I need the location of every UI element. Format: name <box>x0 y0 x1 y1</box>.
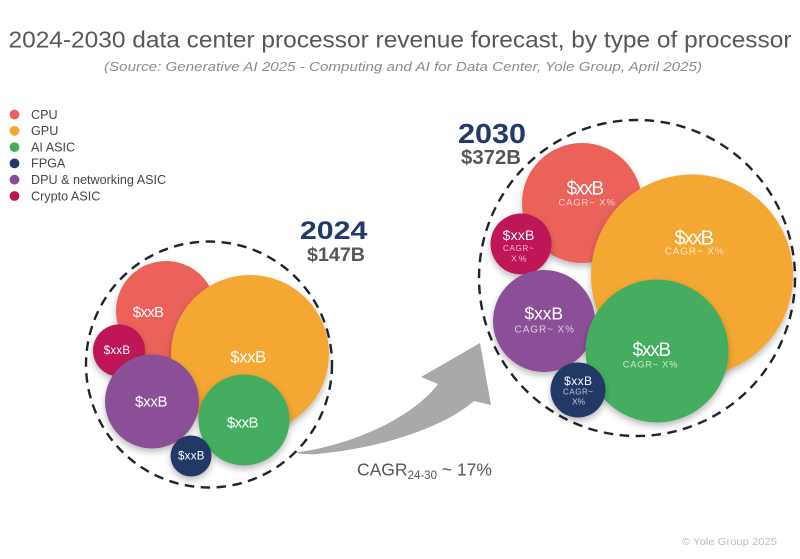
svg-text:CAGR24-30 ~ 17%: CAGR24-30 ~ 17% <box>357 459 492 482</box>
svg-text:X%: X% <box>572 397 585 407</box>
svg-text:GPU: GPU <box>31 124 58 138</box>
svg-text:2024: 2024 <box>300 217 368 245</box>
svg-text:$xxB: $xxB <box>135 394 168 411</box>
svg-text:$xxB: $xxB <box>503 227 535 243</box>
svg-text:$xxB: $xxB <box>227 415 259 432</box>
svg-text:2024-2030 data center processo: 2024-2030 data center processor revenue … <box>9 27 792 53</box>
svg-text:CAGR~ X%: CAGR~ X% <box>665 247 724 258</box>
svg-text:CAGR~: CAGR~ <box>503 244 534 253</box>
svg-text:$147B: $147B <box>307 245 365 266</box>
svg-text:DPU & networking ASIC: DPU & networking ASIC <box>31 173 166 187</box>
svg-text:$xxB: $xxB <box>104 345 131 357</box>
svg-text:$xxB: $xxB <box>178 451 205 463</box>
svg-text:CPU: CPU <box>31 108 58 122</box>
svg-text:FPGA: FPGA <box>31 157 66 171</box>
svg-text:X%: X% <box>511 254 527 264</box>
svg-text:CAGR~ X%: CAGR~ X% <box>558 198 615 209</box>
svg-text:CAGR~: CAGR~ <box>563 388 593 397</box>
svg-text:Crypto ASIC: Crypto ASIC <box>31 189 100 203</box>
svg-text:$xxB: $xxB <box>564 374 592 388</box>
svg-text:2030: 2030 <box>458 118 526 149</box>
svg-text:$xxB: $xxB <box>633 340 672 361</box>
svg-text:CAGR~ X%: CAGR~ X% <box>515 325 575 336</box>
svg-text:CAGR~ X%: CAGR~ X% <box>623 360 678 371</box>
svg-text:$xxB: $xxB <box>674 228 714 250</box>
svg-text:AI ASIC: AI ASIC <box>31 140 75 154</box>
svg-text:$xxB: $xxB <box>525 304 564 324</box>
svg-text:$372B: $372B <box>461 147 521 169</box>
svg-text:$xxB: $xxB <box>567 179 605 200</box>
svg-text:$xxB: $xxB <box>133 304 164 321</box>
svg-text:© Yole Group 2025: © Yole Group 2025 <box>682 536 777 548</box>
svg-text:$xxB: $xxB <box>230 349 266 367</box>
svg-text:(Source: Generative AI 2025 -: (Source: Generative AI 2025 - Computing … <box>104 59 702 74</box>
